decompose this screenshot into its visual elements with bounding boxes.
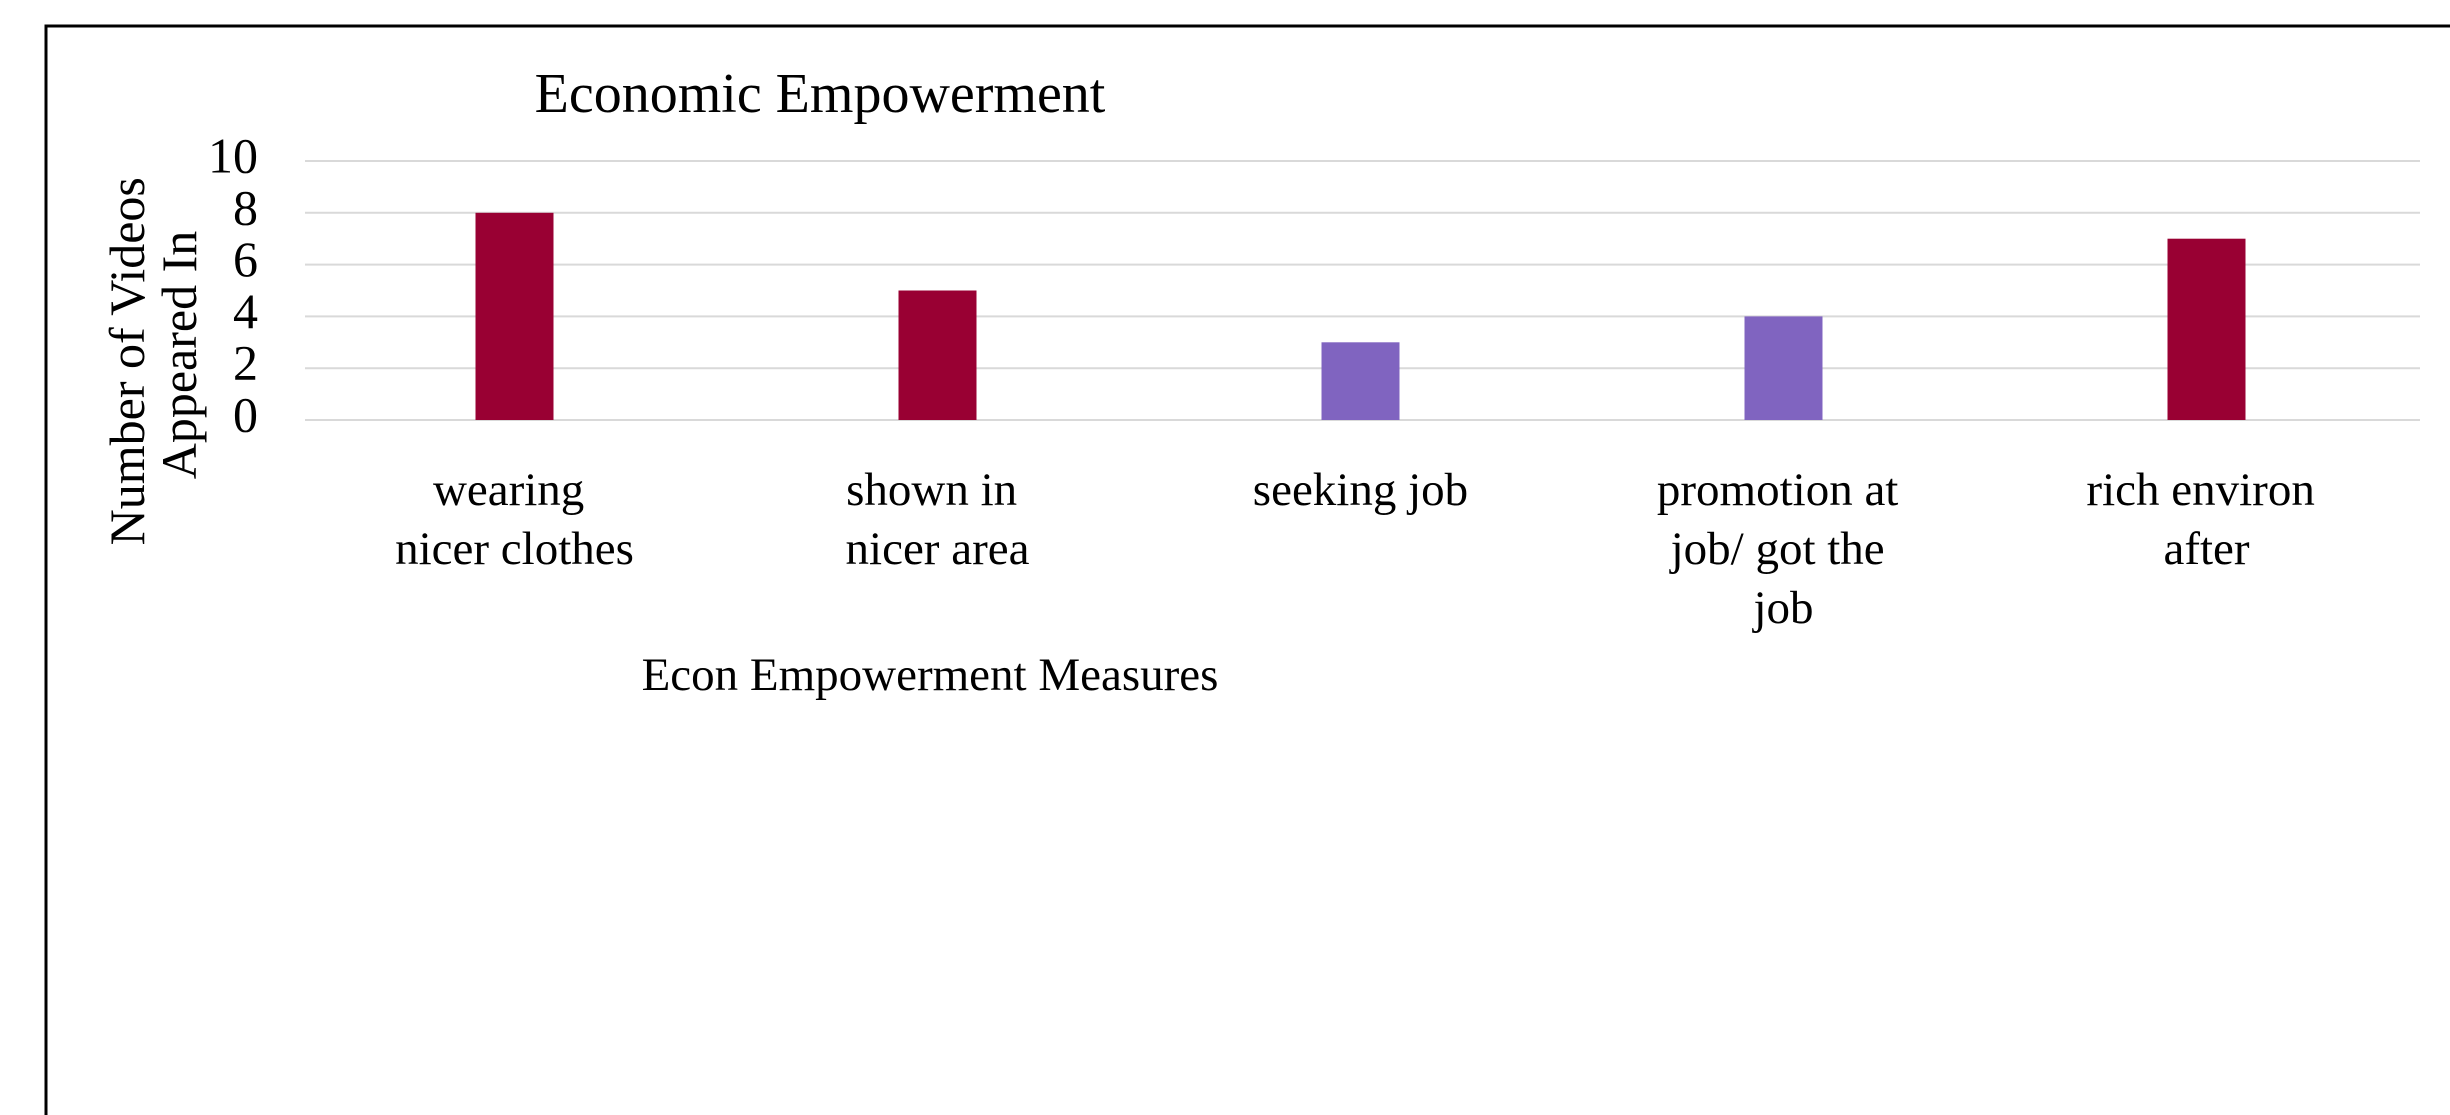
bar xyxy=(1744,316,1823,420)
bar xyxy=(898,290,977,420)
x-tick-label: seeking job xyxy=(1253,464,1468,516)
y-tick-label: 4 xyxy=(233,283,258,339)
x-tick-label: shown in nicer area xyxy=(846,464,1030,575)
x-axis-title: Econ Empowerment Measures xyxy=(642,649,1219,701)
y-tick-label: 10 xyxy=(208,127,258,183)
y-tick-label: 6 xyxy=(233,231,258,287)
chart-border xyxy=(44,24,2450,1115)
chart-title: Economic Empowerment xyxy=(535,63,1106,125)
x-tick-label: rich environ after xyxy=(2086,464,2326,575)
x-tick-label: wearing nicer clothes xyxy=(395,464,634,575)
y-tick-label: 0 xyxy=(233,386,258,442)
y-tick-label: 8 xyxy=(233,179,258,235)
y-tick-label: 2 xyxy=(233,335,258,391)
x-tick-label: promotion at job/ got the job xyxy=(1657,464,1910,634)
bar xyxy=(1321,342,1400,420)
y-axis-title: Number of Videos Appeared In xyxy=(99,165,207,546)
bar xyxy=(2167,238,2246,420)
bar xyxy=(475,212,554,420)
